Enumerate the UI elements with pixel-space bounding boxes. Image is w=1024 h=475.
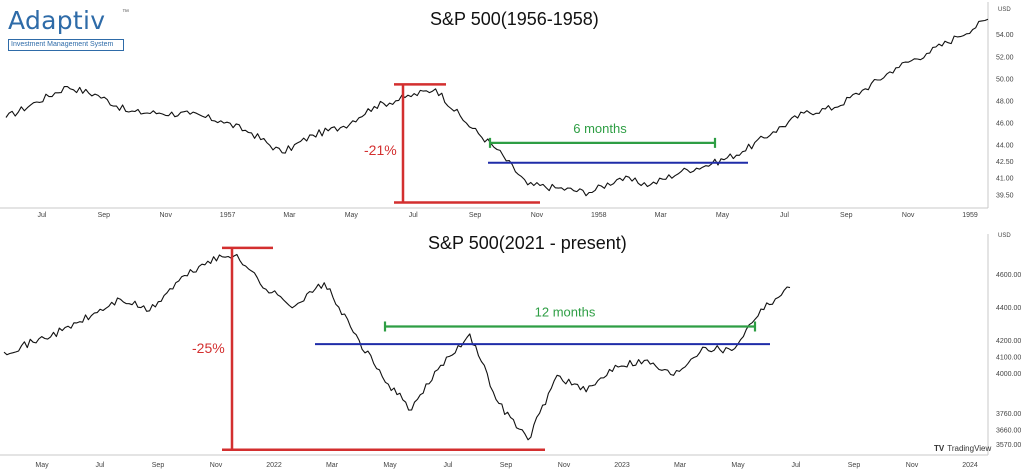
x-tick-label-1-3: Nov (210, 462, 223, 469)
x-tick-label-0-15: 1959 (962, 212, 978, 219)
x-tick-label-1-16: 2024 (962, 462, 978, 469)
y-tick-label-0-8: 39.50 (996, 192, 1014, 199)
x-tick-label-1-2: Sep (152, 462, 165, 469)
y-tick-label-1-4: 4000.00 (996, 371, 1021, 378)
x-tick-label-1-10: 2023 (614, 462, 630, 469)
y-tick-label-1-1: 4400.00 (996, 305, 1021, 312)
y-tick-label-1-0: 4600.00 (996, 272, 1021, 279)
currency-label-1: USD (998, 233, 1011, 239)
x-tick-label-0-0: Jul (38, 212, 47, 219)
logo-trademark: ™ (122, 9, 129, 16)
logo-tagline: Investment Management System (8, 39, 124, 51)
x-tick-label-0-14: Nov (902, 212, 915, 219)
x-tick-label-0-6: Jul (409, 212, 418, 219)
chart-title-2021: S&P 500(2021 - present) (428, 233, 627, 253)
x-tick-label-1-4: 2022 (266, 462, 282, 469)
x-tick-label-1-8: Sep (500, 462, 513, 469)
x-tick-label-0-3: 1957 (220, 212, 236, 219)
duration-label-1: 12 months (535, 304, 596, 319)
tradingview-label: TradingView (947, 444, 992, 453)
y-tick-label-0-5: 44.00 (996, 143, 1014, 150)
x-tick-label-0-4: Mar (283, 212, 296, 219)
y-tick-label-0-6: 42.50 (996, 159, 1014, 166)
x-tick-label-1-13: Jul (792, 462, 801, 469)
duration-label-0: 6 months (573, 121, 627, 136)
x-tick-label-1-5: Mar (326, 462, 339, 469)
price-line-1 (3, 253, 791, 441)
x-tick-label-0-1: Sep (98, 212, 111, 219)
x-tick-label-1-0: May (35, 462, 49, 469)
drawdown-label-0: -21% (364, 142, 397, 158)
tradingview-logo-icon: TV (934, 444, 945, 453)
x-tick-label-0-11: May (716, 212, 730, 219)
x-tick-label-1-12: May (731, 462, 745, 469)
x-tick-label-1-11: Mar (674, 462, 687, 469)
currency-label-0: USD (998, 7, 1011, 13)
adaptiv-logo: Adaptiv ™ Investment Management System (8, 6, 129, 51)
x-tick-label-1-9: Nov (558, 462, 571, 469)
y-tick-label-0-7: 41.00 (996, 176, 1014, 183)
y-tick-label-0-0: 54.00 (996, 32, 1014, 39)
y-tick-label-0-2: 50.00 (996, 76, 1014, 83)
y-tick-label-1-5: 3760.00 (996, 411, 1021, 418)
x-tick-label-0-7: Sep (469, 212, 482, 219)
x-tick-label-0-13: Sep (840, 212, 853, 219)
y-tick-label-0-4: 46.00 (996, 121, 1014, 128)
y-tick-label-1-3: 4100.00 (996, 355, 1021, 362)
x-tick-label-0-8: Nov (531, 212, 544, 219)
x-tick-label-1-15: Nov (906, 462, 919, 469)
x-tick-label-0-5: May (345, 212, 359, 219)
tradingview-watermark: TV TradingView (934, 444, 991, 453)
x-tick-label-0-10: Mar (655, 212, 668, 219)
x-tick-label-1-14: Sep (848, 462, 861, 469)
chart-title-1956: S&P 500(1956-1958) (430, 9, 599, 29)
drawdown-label-1: -25% (192, 340, 225, 356)
x-tick-label-1-1: Jul (96, 462, 105, 469)
x-tick-label-0-12: Jul (780, 212, 789, 219)
y-tick-label-1-2: 4200.00 (996, 338, 1021, 345)
y-tick-label-1-6: 3660.00 (996, 427, 1021, 434)
y-tick-label-0-3: 48.00 (996, 98, 1014, 105)
x-tick-label-1-6: May (383, 462, 397, 469)
x-tick-label-0-2: Nov (160, 212, 173, 219)
price-line-0 (5, 18, 989, 197)
logo-wordmark: Adaptiv (8, 6, 106, 35)
x-tick-label-0-9: 1958 (591, 212, 607, 219)
y-tick-label-0-1: 52.00 (996, 54, 1014, 61)
y-tick-label-1-7: 3570.00 (996, 442, 1021, 449)
x-tick-label-1-7: Jul (444, 462, 453, 469)
